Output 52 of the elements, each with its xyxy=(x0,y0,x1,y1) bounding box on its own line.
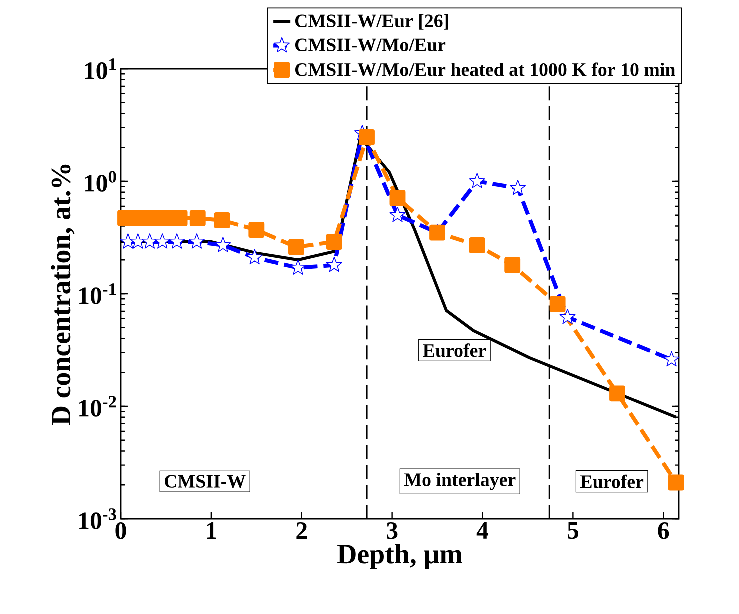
point xyxy=(246,249,263,265)
point xyxy=(290,260,306,275)
legend-label: CMSII-W/Eur [26] xyxy=(295,14,448,30)
legend-label: CMSII-W/Mo/Eur xyxy=(295,38,446,52)
x-tick-label: 0 xyxy=(116,522,126,540)
x-tick-label: 1 xyxy=(207,522,216,539)
point xyxy=(359,130,375,146)
annotation: CMSII-W xyxy=(165,475,246,488)
point xyxy=(130,234,146,249)
x-tick-label: 2 xyxy=(296,522,308,540)
point xyxy=(326,256,342,272)
point xyxy=(668,474,684,491)
y-tick-label: 10$^{1}$ xyxy=(85,58,116,80)
x-tick-label: 5 xyxy=(568,522,579,540)
point xyxy=(326,234,342,250)
y-tick-label: 10$^{-3}$ xyxy=(80,508,116,530)
x-axis-title: Depth, μm xyxy=(338,544,462,570)
point xyxy=(144,210,161,226)
point xyxy=(504,257,521,274)
point xyxy=(390,190,406,206)
point xyxy=(142,234,158,249)
y-tick-label: 10$^{0}$ xyxy=(85,171,116,192)
annotation: Eurofer xyxy=(423,344,486,358)
point xyxy=(550,296,566,312)
point xyxy=(469,173,486,188)
point xyxy=(664,351,680,367)
point xyxy=(188,234,205,249)
point xyxy=(169,234,186,249)
point xyxy=(469,237,486,254)
point xyxy=(154,234,171,249)
legend-label: CMSII-W/Mo/Eur heated at 1000 K for 10 min xyxy=(295,62,676,76)
point xyxy=(215,237,232,252)
y-axis-title: D concentration, at.% xyxy=(51,164,75,426)
point xyxy=(158,210,174,226)
point xyxy=(510,180,526,196)
x-tick-label: 3 xyxy=(387,522,398,540)
x-tick-label: 4 xyxy=(476,522,489,539)
point xyxy=(214,212,230,228)
annotation: Mo interlayer xyxy=(404,473,516,490)
y-tick-label: 10$^{-1}$ xyxy=(80,284,116,304)
x-tick-label: 6 xyxy=(658,522,670,540)
point xyxy=(560,308,576,324)
point xyxy=(390,206,406,222)
point xyxy=(248,222,265,238)
point xyxy=(131,210,148,226)
point xyxy=(288,239,304,256)
annotation: Eurofer xyxy=(580,474,644,488)
point xyxy=(610,386,626,402)
point xyxy=(172,210,188,226)
y-tick-label: 10$^{-2}$ xyxy=(80,396,116,417)
point xyxy=(118,210,134,226)
point xyxy=(190,210,206,226)
